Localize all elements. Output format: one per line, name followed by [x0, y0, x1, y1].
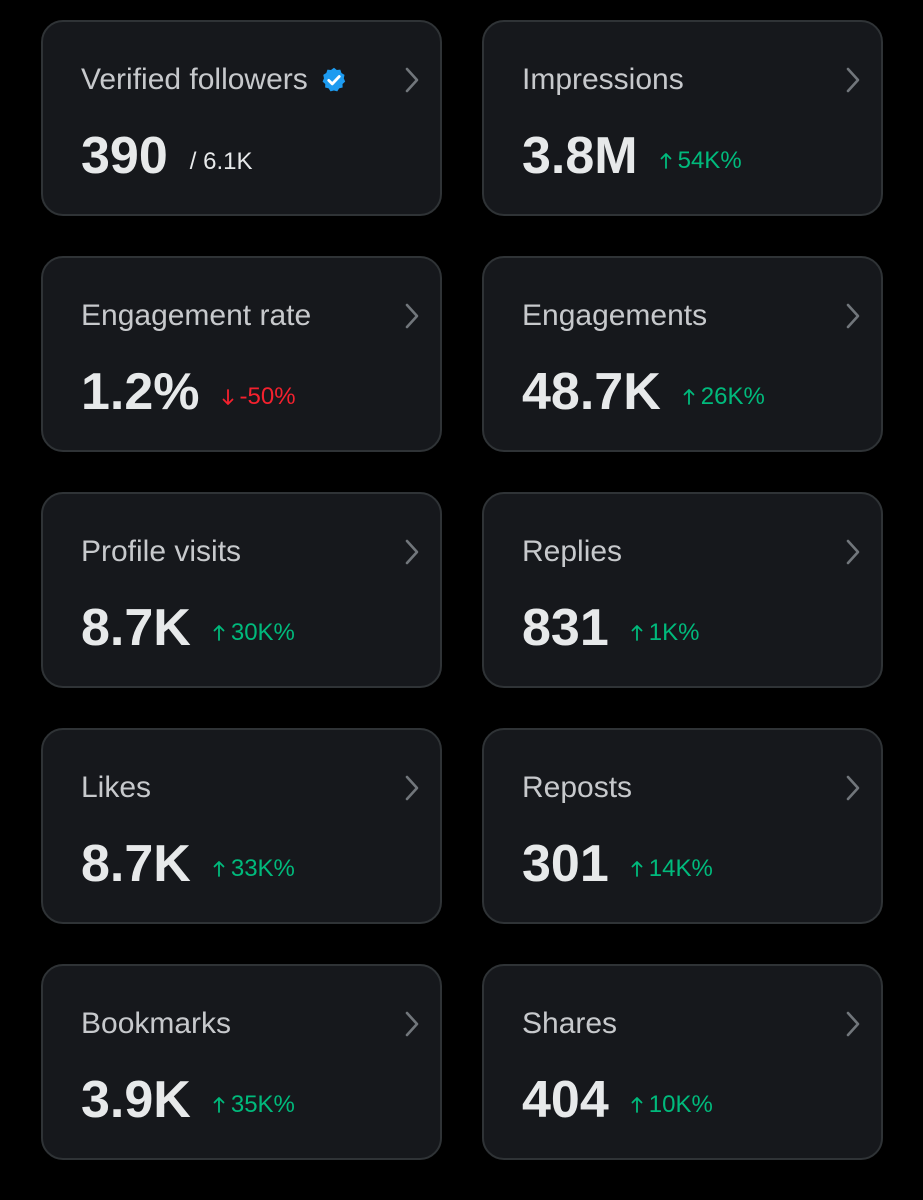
- arrow-up-icon: [660, 153, 672, 169]
- impressions-card[interactable]: Impressions 3.8M 54K%: [482, 20, 883, 216]
- bookmarks-card[interactable]: Bookmarks 3.9K 35K%: [41, 964, 442, 1160]
- card-values-row: 390 / 6.1K: [81, 124, 252, 188]
- arrow-up-icon: [213, 1097, 225, 1113]
- metric-value: 48.7K: [522, 363, 661, 421]
- metric-value: 3.9K: [81, 1071, 191, 1129]
- card-label: Engagement rate: [81, 299, 312, 332]
- card-values-row: 3.9K 35K%: [81, 1068, 295, 1132]
- card-label-row: Profile visits: [81, 532, 241, 572]
- card-label: Impressions: [522, 63, 684, 96]
- metric-value: 301: [522, 835, 609, 893]
- chevron-right-icon: [405, 775, 419, 801]
- metric-delta: 10K%: [631, 1091, 713, 1119]
- card-label: Verified followers: [81, 63, 308, 96]
- card-values-row: 8.7K 30K%: [81, 596, 295, 660]
- arrow-up-icon: [213, 861, 225, 877]
- metric-delta-value: 26K%: [700, 383, 765, 410]
- metric-value: 3.8M: [522, 127, 638, 185]
- card-label-row: Engagements: [522, 296, 707, 336]
- metric-delta-value: 10K%: [648, 1091, 713, 1118]
- verified-followers-card[interactable]: Verified followers 390 / 6.1K: [41, 20, 442, 216]
- chevron-right-icon: [846, 303, 860, 329]
- card-label: Shares: [522, 1007, 618, 1040]
- card-label-row: Bookmarks: [81, 1004, 231, 1044]
- chevron-right-icon: [846, 775, 860, 801]
- metric-delta-value: -50%: [239, 383, 296, 410]
- chevron-right-icon: [405, 539, 419, 565]
- card-label-row: Impressions: [522, 60, 684, 100]
- card-label-row: Likes: [81, 768, 151, 808]
- card-label: Reposts: [522, 771, 633, 804]
- metric-delta: 14K%: [631, 855, 713, 883]
- card-values-row: 404 10K%: [522, 1068, 713, 1132]
- card-label-row: Reposts: [522, 768, 632, 808]
- metric-delta: 30K%: [213, 619, 295, 647]
- chevron-right-icon: [405, 67, 419, 93]
- metric-delta-value: 30K%: [230, 619, 295, 646]
- metric-delta: 1K%: [631, 619, 700, 647]
- metric-delta-value: 35K%: [230, 1091, 295, 1118]
- chevron-right-icon: [405, 303, 419, 329]
- card-values-row: 301 14K%: [522, 832, 713, 896]
- arrow-up-icon: [631, 1097, 643, 1113]
- arrow-up-icon: [631, 861, 643, 877]
- metric-delta-value: 33K%: [230, 855, 295, 882]
- metric-value: 390: [81, 127, 168, 185]
- card-values-row: 3.8M 54K%: [522, 124, 742, 188]
- metric-delta-value: 54K%: [677, 147, 742, 174]
- card-label-row: Replies: [522, 532, 622, 572]
- arrow-up-icon: [683, 389, 695, 405]
- metric-value: 8.7K: [81, 599, 191, 657]
- replies-card[interactable]: Replies 831 1K%: [482, 492, 883, 688]
- card-label: Likes: [81, 771, 152, 804]
- verified-badge-icon: [322, 67, 345, 92]
- card-values-row: 831 1K%: [522, 596, 699, 660]
- engagements-card[interactable]: Engagements 48.7K 26K%: [482, 256, 883, 452]
- metric-value: 1.2%: [81, 363, 200, 421]
- metric-delta: 54K%: [660, 147, 742, 175]
- chevron-right-icon: [405, 1011, 419, 1037]
- card-values-row: 8.7K 33K%: [81, 832, 295, 896]
- profile-visits-card[interactable]: Profile visits 8.7K 30K%: [41, 492, 442, 688]
- engagement-rate-card[interactable]: Engagement rate 1.2% -50%: [41, 256, 442, 452]
- metric-delta-value: 14K%: [648, 855, 713, 882]
- metric-delta-value: 1K%: [648, 619, 700, 646]
- metric-total: / 6.1K: [189, 148, 253, 175]
- card-label: Bookmarks: [81, 1007, 232, 1040]
- metric-delta: -50%: [222, 383, 296, 411]
- metric-delta: 33K%: [213, 855, 295, 883]
- chevron-right-icon: [846, 539, 860, 565]
- metric-delta: 26K%: [683, 383, 765, 411]
- card-label: Profile visits: [81, 535, 242, 568]
- metric-delta: 35K%: [213, 1091, 295, 1119]
- chevron-right-icon: [846, 1011, 860, 1037]
- card-label-row: Shares: [522, 1004, 617, 1044]
- card-label-row: Engagement rate: [81, 296, 311, 336]
- likes-card[interactable]: Likes 8.7K 33K%: [41, 728, 442, 924]
- metric-value: 404: [522, 1071, 609, 1129]
- shares-card[interactable]: Shares 404 10K%: [482, 964, 883, 1160]
- chevron-right-icon: [846, 67, 860, 93]
- metric-value: 831: [522, 599, 609, 657]
- card-values-row: 1.2% -50%: [81, 360, 296, 424]
- metric-value: 8.7K: [81, 835, 191, 893]
- arrow-up-icon: [213, 625, 225, 641]
- arrow-up-icon: [631, 625, 643, 641]
- card-label-row: Verified followers: [81, 60, 348, 100]
- reposts-card[interactable]: Reposts 301 14K%: [482, 728, 883, 924]
- card-label: Replies: [522, 535, 623, 568]
- metrics-grid: Verified followers 390 / 6.1K Impression…: [41, 20, 883, 1160]
- arrow-down-icon: [222, 389, 233, 405]
- card-label: Engagements: [522, 299, 708, 332]
- card-values-row: 48.7K 26K%: [522, 360, 765, 424]
